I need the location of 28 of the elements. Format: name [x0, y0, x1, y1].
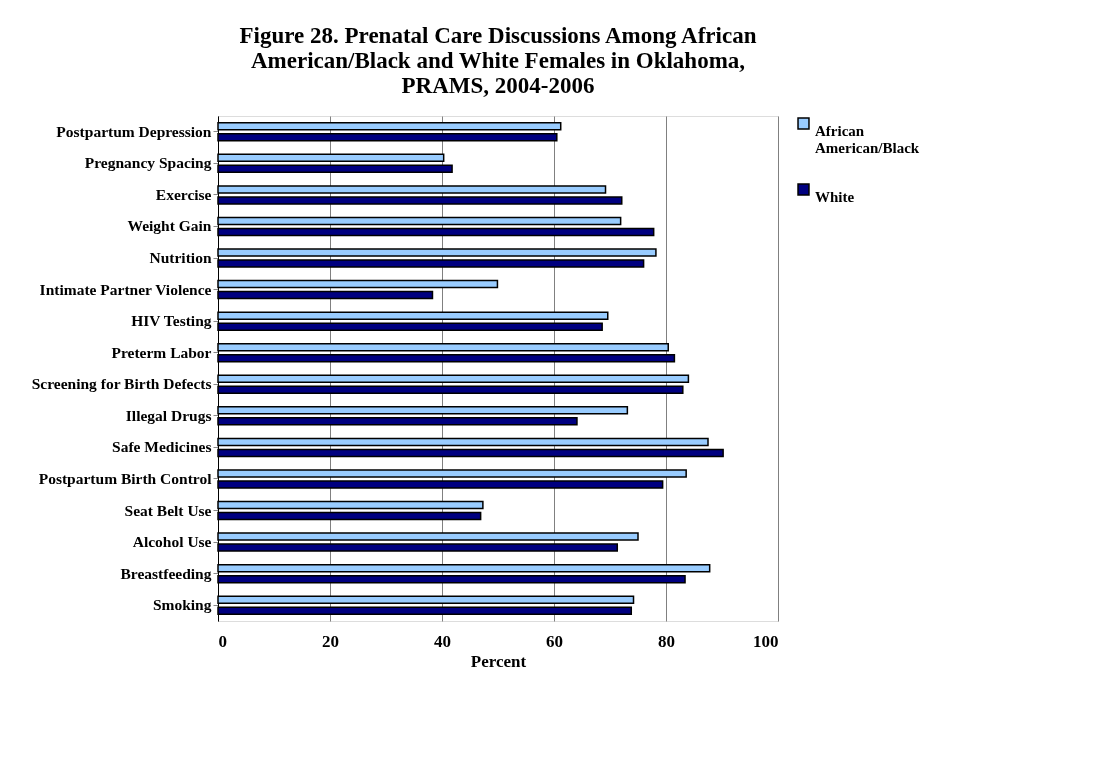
- y-tick-label: Nutrition: [149, 249, 212, 267]
- y-tick-label: Breastfeeding: [120, 564, 212, 582]
- legend-label: White: [815, 188, 855, 205]
- y-tick-label: Exercise: [155, 185, 212, 203]
- text: American/Black and White Females in Oklahoma,: [250, 48, 746, 73]
- y-tick-label: Safe Medicines: [112, 438, 212, 456]
- y-tick-label: Pregnancy Spacing: [84, 154, 212, 172]
- y-tick-label: Intimate Partner Violence: [39, 280, 212, 298]
- x-tick-label: 20: [322, 631, 339, 651]
- y-tick-label: Postpartum Birth Control: [38, 469, 213, 487]
- x-tick-label: 60: [546, 631, 563, 651]
- y-tick-label: Seat Belt Use: [124, 501, 212, 519]
- text: Figure 28. Prenatal Care Discussions Among African: [239, 23, 757, 48]
- x-tick-label: 0: [218, 631, 227, 651]
- y-tick-label: Weight Gain: [127, 217, 212, 235]
- y-tick-label: Alcohol Use: [132, 533, 212, 551]
- x-axis-title: Percent: [470, 651, 527, 671]
- y-tick-label: Preterm Labor: [111, 343, 212, 361]
- text: PRAMS, 2004-2006: [401, 73, 595, 98]
- x-tick-label: 100: [753, 631, 779, 651]
- legend-label: African American/Black: [815, 122, 920, 156]
- x-tick-label: 80: [658, 631, 675, 651]
- y-tick-label: Smoking: [152, 596, 212, 614]
- y-tick-label: Screening for Birth Defects: [31, 375, 212, 393]
- y-tick-label: Illegal Drugs: [125, 406, 212, 424]
- y-tick-label: Postpartum Depression: [56, 122, 212, 140]
- y-tick-label: HIV Testing: [131, 312, 212, 330]
- x-tick-label: 40: [434, 631, 451, 651]
